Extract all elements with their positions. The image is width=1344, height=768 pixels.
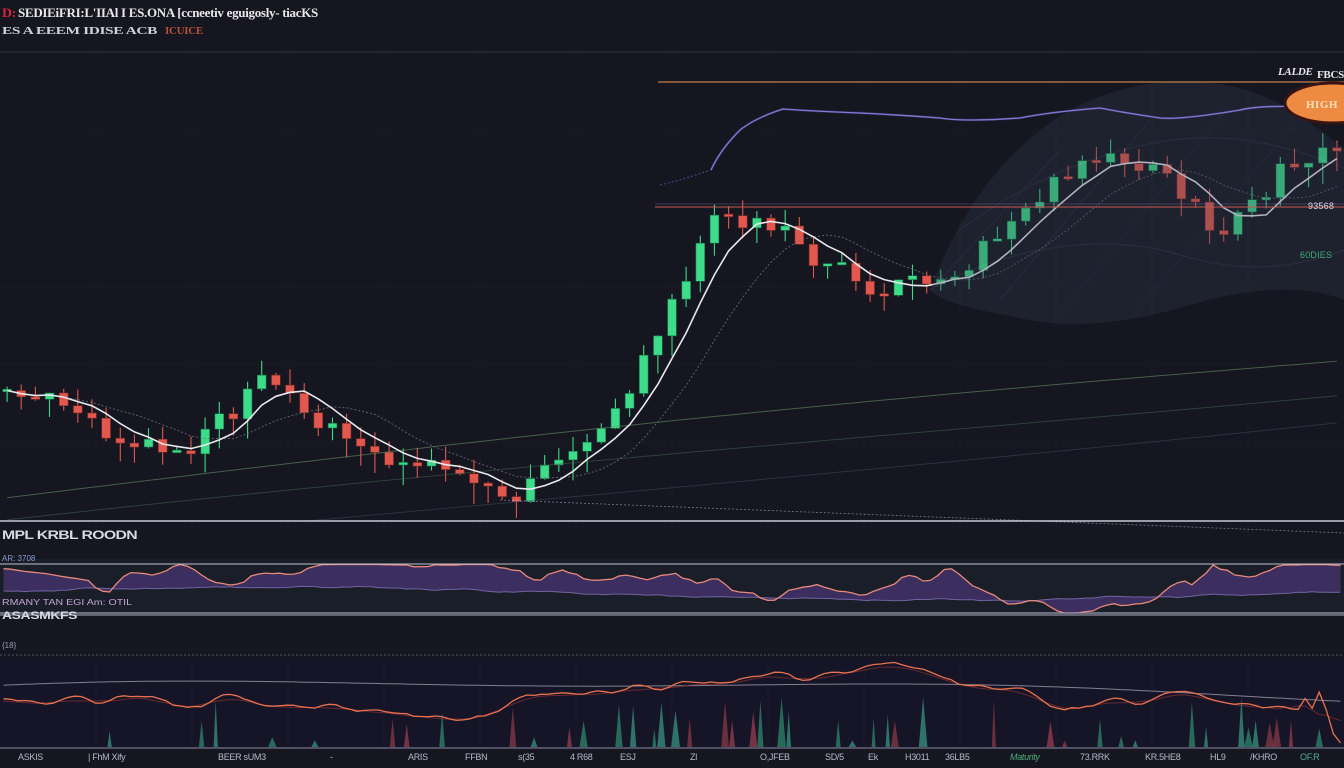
svg-text:ASKIS: ASKIS xyxy=(18,752,43,762)
svg-text:OF.R: OF.R xyxy=(1300,752,1320,762)
svg-text:ASASMKFS: ASASMKFS xyxy=(2,610,77,622)
svg-text:ICUICE: ICUICE xyxy=(165,25,203,37)
svg-text:HIGH: HIGH xyxy=(1306,99,1338,111)
svg-text:HL9: HL9 xyxy=(1210,752,1226,762)
svg-text:ESJ: ESJ xyxy=(620,752,636,762)
svg-text:SD/5: SD/5 xyxy=(825,752,844,762)
svg-text:FFBN: FFBN xyxy=(465,752,487,762)
svg-text:ES A EEEM IDISE ACB: ES A EEEM IDISE ACB xyxy=(2,25,158,37)
svg-text:{18}: {18} xyxy=(2,641,17,650)
svg-text:/KHRO: /KHRO xyxy=(1250,752,1277,762)
svg-text:SEDIEiFRI:L'IIAl I ES.ONA [ccn: SEDIEiFRI:L'IIAl I ES.ONA [ccneetiv egui… xyxy=(18,5,318,20)
svg-text:MPL KRBL ROODN: MPL KRBL ROODN xyxy=(2,528,137,542)
svg-text:60DIES: 60DIES xyxy=(1300,250,1332,260)
svg-text:D:: D: xyxy=(2,5,16,20)
svg-text:Ek: Ek xyxy=(868,752,879,762)
svg-text:4 R68: 4 R68 xyxy=(570,752,593,762)
svg-text:ARIS: ARIS xyxy=(408,752,428,762)
svg-text:Maturity: Maturity xyxy=(1010,752,1040,762)
svg-text:KR.5HE8: KR.5HE8 xyxy=(1145,752,1181,762)
svg-text:AR: 3708: AR: 3708 xyxy=(2,554,36,563)
svg-text:93568: 93568 xyxy=(1308,201,1334,211)
svg-text:| FhM Xify: | FhM Xify xyxy=(88,752,126,762)
svg-text:s(35: s(35 xyxy=(518,752,535,762)
svg-text:LALDE: LALDE xyxy=(1277,66,1313,78)
svg-text:73.RRK: 73.RRK xyxy=(1080,752,1110,762)
svg-text:RMANY TAN EGI Am: OTIL: RMANY TAN EGI Am: OTIL xyxy=(2,598,133,607)
svg-text:Zl: Zl xyxy=(690,752,697,762)
svg-text:-: - xyxy=(330,752,333,762)
svg-text:H3011: H3011 xyxy=(905,752,930,762)
svg-text:BEER sUM3: BEER sUM3 xyxy=(218,752,266,762)
svg-text:36LB5: 36LB5 xyxy=(945,752,970,762)
svg-text:O,JFEB: O,JFEB xyxy=(760,752,790,762)
svg-text:FBCS: FBCS xyxy=(1317,69,1344,81)
